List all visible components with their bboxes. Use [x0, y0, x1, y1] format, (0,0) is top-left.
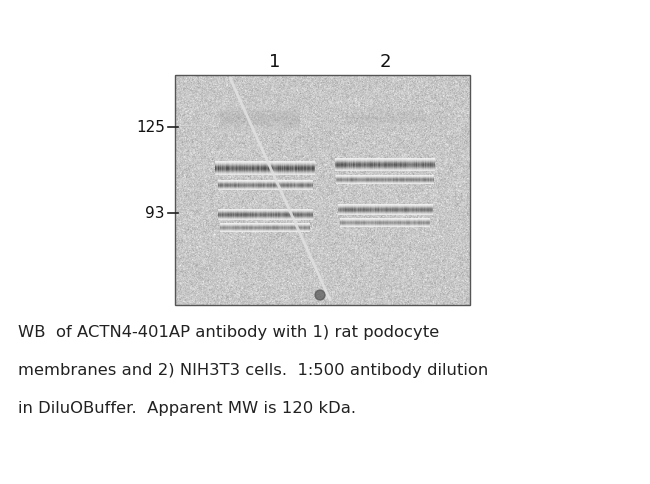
Text: membranes and 2) NIH3T3 cells.  1:500 antibody dilution: membranes and 2) NIH3T3 cells. 1:500 ant…	[18, 363, 488, 378]
Text: 1: 1	[269, 53, 281, 71]
Text: 125: 125	[136, 120, 165, 135]
Text: 93: 93	[146, 206, 165, 221]
Circle shape	[315, 290, 325, 300]
Bar	[175, 75, 470, 305]
Text: 2: 2	[379, 53, 391, 71]
Text: WB  of ACTN4-401AP antibody with 1) rat podocyte: WB of ACTN4-401AP antibody with 1) rat p…	[18, 325, 439, 340]
Text: in DiluOBuffer.  Apparent MW is 120 kDa.: in DiluOBuffer. Apparent MW is 120 kDa.	[18, 401, 356, 416]
